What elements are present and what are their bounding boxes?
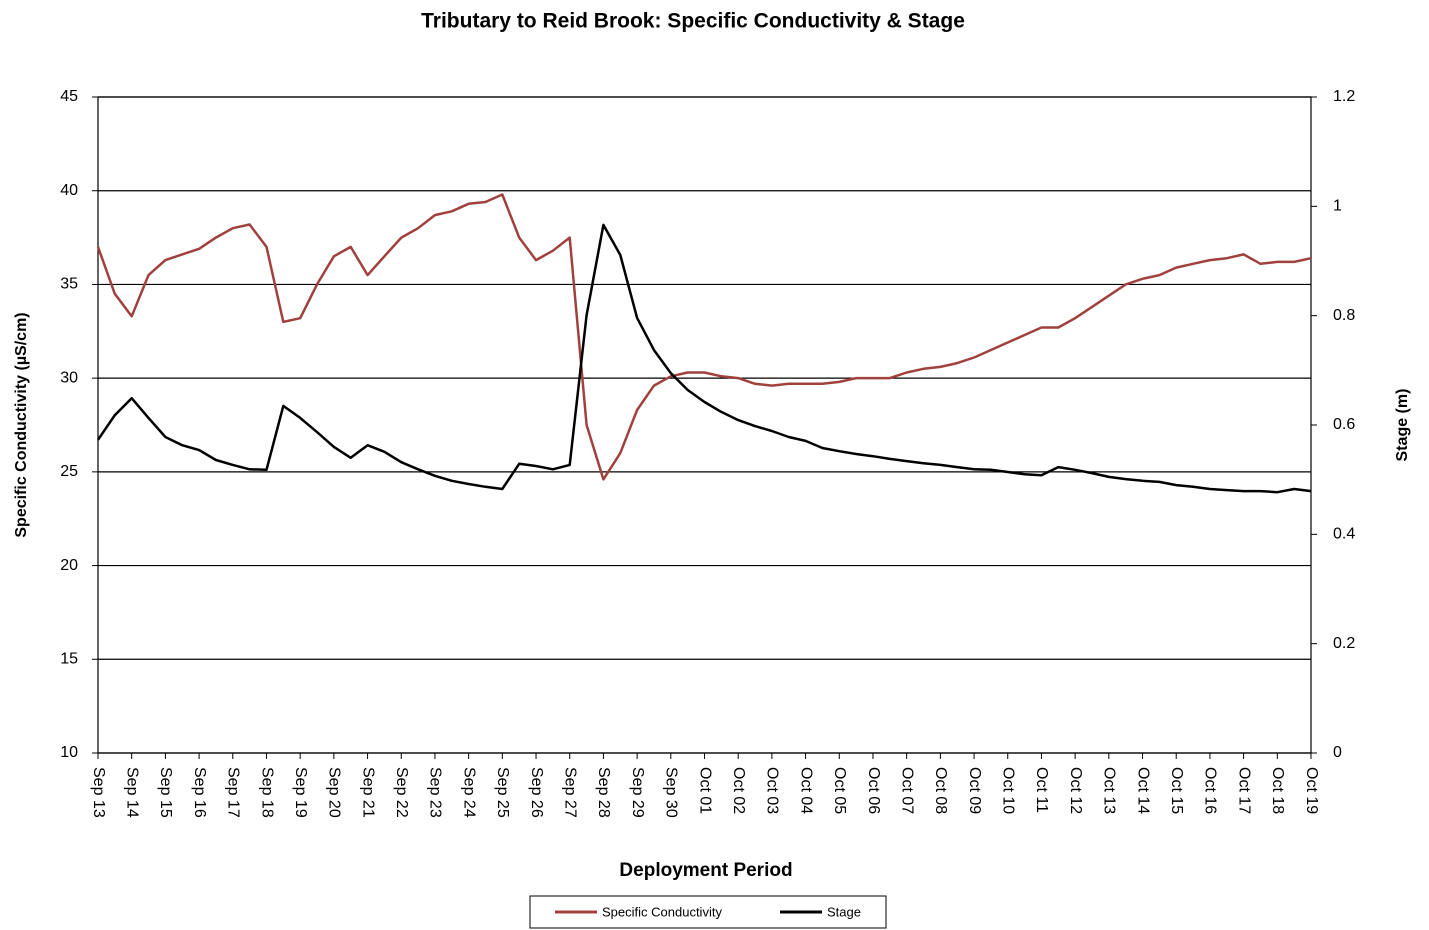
x-tick-label: Oct 03 (764, 767, 781, 814)
y-tick-label: 30 (60, 369, 78, 386)
y2-tick-label: 0.8 (1333, 307, 1355, 324)
y2-tick-label: 0 (1333, 744, 1342, 761)
x-tick-label: Sep 16 (191, 767, 208, 818)
x-tick-label: Oct 19 (1303, 767, 1320, 814)
y2-tick-label: 1 (1333, 198, 1342, 215)
series-line (96, 223, 1312, 494)
x-tick-label: Sep 15 (157, 767, 174, 818)
x-tick-label: Oct 07 (898, 767, 915, 814)
y-tick-label: 40 (60, 182, 78, 199)
x-tick-label: Sep 30 (663, 767, 680, 818)
y2-tick-label: 0.2 (1333, 635, 1355, 652)
x-tick-label: Oct 05 (831, 767, 848, 814)
x-tick-label: Oct 08 (932, 767, 949, 814)
x-tick-label: Sep 27 (561, 767, 578, 818)
x-tick-label: Sep 29 (629, 767, 646, 818)
plot-frame (97, 96, 1312, 754)
x-axis-title: Deployment Period (619, 860, 792, 881)
y-tick-label: 20 (60, 557, 78, 574)
y-tick-label: 35 (60, 276, 78, 293)
x-tick-label: Oct 06 (865, 767, 882, 814)
x-tick-label: Sep 25 (494, 767, 511, 818)
x-tick-label: Oct 16 (1202, 767, 1219, 814)
x-tick-label: Oct 14 (1134, 767, 1151, 814)
x-tick-label: Oct 15 (1168, 767, 1185, 814)
y2-tick-label: 0.6 (1333, 416, 1355, 433)
legend-label: Stage (827, 904, 861, 919)
x-tick-label: Oct 17 (1235, 767, 1252, 814)
x-tick-label: Sep 18 (258, 767, 275, 818)
x-tick-label: Oct 18 (1269, 767, 1286, 814)
y-tick-label: 25 (60, 463, 78, 480)
x-tick-label: Sep 13 (90, 767, 107, 818)
x-tick-label: Oct 10 (1000, 767, 1017, 814)
y2-axis-title: Stage (m) (1394, 389, 1411, 462)
x-tick-label: Sep 20 (326, 767, 343, 818)
legend-box (529, 895, 887, 929)
x-tick-label: Sep 21 (359, 767, 376, 818)
y-tick-label: 10 (60, 744, 78, 761)
x-tick-label: Oct 01 (696, 767, 713, 814)
x-tick-label: Sep 24 (460, 767, 477, 818)
y-axis-title: Specific Conductivity (µS/cm) (13, 312, 30, 537)
x-tick-label: Sep 23 (427, 767, 444, 818)
x-tick-label: Sep 19 (292, 767, 309, 818)
y2-tick-label: 1.2 (1333, 88, 1355, 105)
x-tick-label: Sep 14 (123, 767, 140, 818)
x-tick-label: Oct 12 (1067, 767, 1084, 814)
x-tick-label: Sep 17 (225, 767, 242, 818)
y-tick-label: 45 (60, 88, 78, 105)
y-tick-label: 15 (60, 651, 78, 668)
series-line (96, 193, 1312, 481)
x-tick-label: Oct 13 (1101, 767, 1118, 814)
x-tick-label: Oct 04 (797, 767, 814, 814)
chart-title: Tributary to Reid Brook: Specific Conduc… (421, 10, 965, 33)
x-tick-label: Oct 09 (966, 767, 983, 814)
x-tick-label: Oct 02 (730, 767, 747, 814)
legend-label: Specific Conductivity (602, 904, 722, 919)
x-tick-label: Oct 11 (1033, 767, 1050, 813)
x-tick-label: Sep 26 (528, 767, 545, 818)
x-tick-label: Sep 22 (393, 767, 410, 818)
x-tick-label: Sep 28 (595, 767, 612, 818)
y2-tick-label: 0.4 (1333, 526, 1355, 543)
